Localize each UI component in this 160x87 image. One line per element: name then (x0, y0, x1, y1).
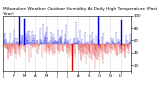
Text: Milwaukee Weather Outdoor Humidity At Daily High Temperature (Past Year): Milwaukee Weather Outdoor Humidity At Da… (3, 7, 157, 16)
